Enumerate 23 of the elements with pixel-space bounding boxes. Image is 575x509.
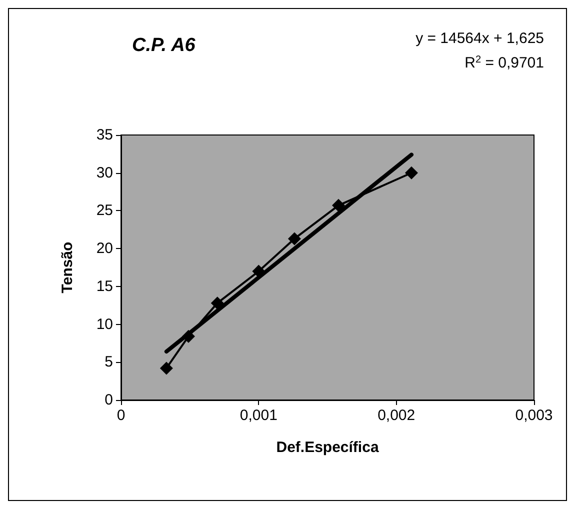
y-tick-label: 30 — [96, 164, 113, 182]
point — [252, 264, 266, 278]
y-axis-title: Tensão — [59, 242, 76, 294]
point — [182, 330, 195, 343]
chart-title: C.P. A6 — [132, 35, 196, 56]
point — [404, 166, 418, 180]
point — [160, 362, 173, 375]
y-tick-label: 15 — [96, 278, 113, 295]
y-tick-label: 5 — [104, 354, 113, 371]
x-tick-label: 0,001 — [240, 407, 278, 424]
x-tick-label: 0,002 — [378, 407, 416, 424]
text: y = 14564x + 1,625 — [416, 30, 544, 47]
y-tick-label: 0 — [104, 392, 113, 408]
x-axis-title: Def.Específica — [276, 439, 380, 456]
point — [210, 296, 224, 310]
point — [332, 198, 346, 212]
y-tick-label: 20 — [96, 240, 113, 258]
x-tick-label: 0 — [116, 407, 126, 424]
y-tick-label: 35 — [96, 126, 113, 144]
point — [288, 232, 301, 246]
y-tick-label: 10 — [96, 316, 113, 333]
x-tick-label: 0,003 — [515, 407, 553, 424]
y-tick-label: 25 — [96, 202, 113, 220]
